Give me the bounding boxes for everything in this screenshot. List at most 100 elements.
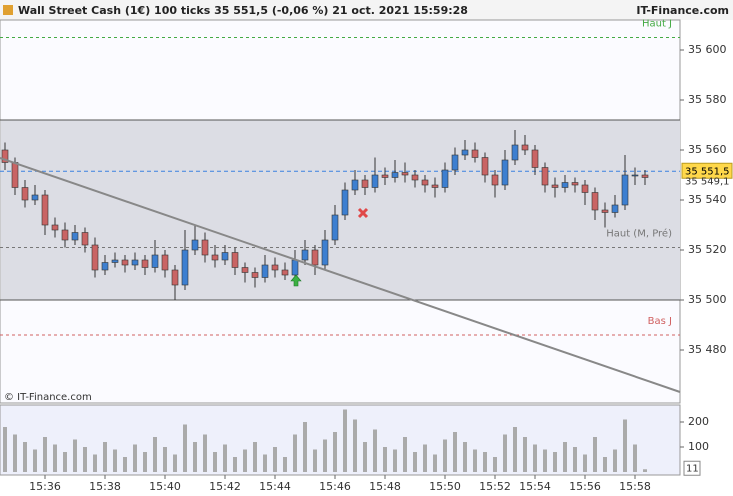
volume-bar [493, 457, 497, 472]
volume-bar [123, 457, 127, 472]
candle-body [281, 269, 289, 276]
candle-body [401, 172, 409, 176]
y-tick-label: 35 580 [688, 93, 727, 106]
last-volume-label: 11 [686, 463, 699, 474]
volume-bar [133, 444, 137, 472]
volume-bar [333, 432, 337, 472]
candle-body [611, 204, 619, 213]
x-tick-label: 15:36 [29, 480, 61, 493]
volume-bar [513, 427, 517, 472]
volume-bar [543, 449, 547, 472]
candle-body [61, 229, 69, 241]
volume-bar [583, 454, 587, 472]
candle-body [461, 149, 469, 156]
volume-bar [443, 439, 447, 472]
volume-bar [473, 449, 477, 472]
level-label: Haut J [642, 19, 672, 30]
y-tick-label: 35 480 [688, 343, 727, 356]
volume-bar [3, 427, 7, 472]
volume-bar [643, 469, 647, 472]
y-tick-label: 35 540 [688, 193, 727, 206]
buy-marker [290, 274, 302, 287]
volume-bar [463, 442, 467, 472]
range-zone [1, 120, 680, 300]
candle-body [161, 254, 169, 271]
volume-bar [63, 452, 67, 472]
volume-bar [503, 434, 507, 472]
candle-body [151, 254, 159, 268]
candle-body [561, 182, 569, 188]
x-tick-label: 15:42 [209, 480, 241, 493]
volume-bar [423, 444, 427, 472]
volume-bar [483, 452, 487, 472]
candle-body [171, 269, 179, 286]
volume-bar [353, 419, 357, 472]
candle-body [591, 192, 599, 211]
candle-body [411, 174, 419, 181]
candle-body [231, 252, 239, 268]
volume-bar [393, 449, 397, 472]
header-title: Wall Street Cash (1€) 100 ticks 35 551,5… [18, 4, 468, 17]
volume-bar [143, 452, 147, 472]
volume-bar [223, 444, 227, 472]
volume-bar [283, 457, 287, 472]
volume-bar [13, 434, 17, 472]
candle-body [341, 189, 349, 216]
volume-bar [103, 442, 107, 472]
last-price-label: 35 551,5 [685, 166, 730, 177]
candle-body [431, 184, 439, 188]
volume-bar [413, 452, 417, 472]
volume-bar [183, 424, 187, 472]
candle-body [1, 149, 9, 163]
candle-body [621, 174, 629, 206]
level-label: Haut (M, Pré) [606, 228, 672, 240]
candle-body [131, 259, 139, 266]
candle-body [11, 162, 19, 188]
y-tick-label: 200 [688, 415, 709, 428]
candle-body [31, 194, 39, 201]
x-tick-label: 15:50 [429, 480, 461, 493]
volume-bar [613, 449, 617, 472]
volume-bar [193, 442, 197, 472]
volume-bar [23, 442, 27, 472]
candle-body [521, 144, 529, 151]
volume-bar [43, 437, 47, 472]
volume-bar [173, 454, 177, 472]
volume-bar [263, 454, 267, 472]
volume-bar [203, 434, 207, 472]
volume-bar [533, 444, 537, 472]
volume-bar [573, 447, 577, 472]
candle-body [291, 259, 299, 276]
volume-bar [383, 447, 387, 472]
volume-bar [453, 432, 457, 472]
volume-bar [153, 437, 157, 472]
candle-body [351, 179, 359, 191]
candle-body [581, 184, 589, 193]
candle-body [301, 249, 309, 261]
candle-body [511, 144, 519, 161]
volume-bar [83, 447, 87, 472]
y-tick-label: 35 520 [688, 243, 727, 256]
candle-body [371, 174, 379, 188]
candle-body [261, 264, 269, 278]
candle-body [41, 194, 49, 226]
last-volume-box [683, 460, 701, 476]
sell-marker [357, 207, 369, 219]
candle-body [601, 209, 609, 213]
volume-bar [113, 449, 117, 472]
volume-bar [73, 439, 77, 472]
candle-body [211, 254, 219, 261]
candle-body [441, 169, 449, 188]
candle-body [141, 259, 149, 268]
volume-bar [33, 449, 37, 472]
volume-bar [163, 447, 167, 472]
candle-body [81, 232, 89, 246]
volume-bar [623, 419, 627, 472]
candle-body [51, 224, 59, 231]
volume-bar [53, 444, 57, 472]
candle-body [191, 239, 199, 251]
volume-bar [343, 409, 347, 472]
last-price-box [681, 162, 733, 179]
